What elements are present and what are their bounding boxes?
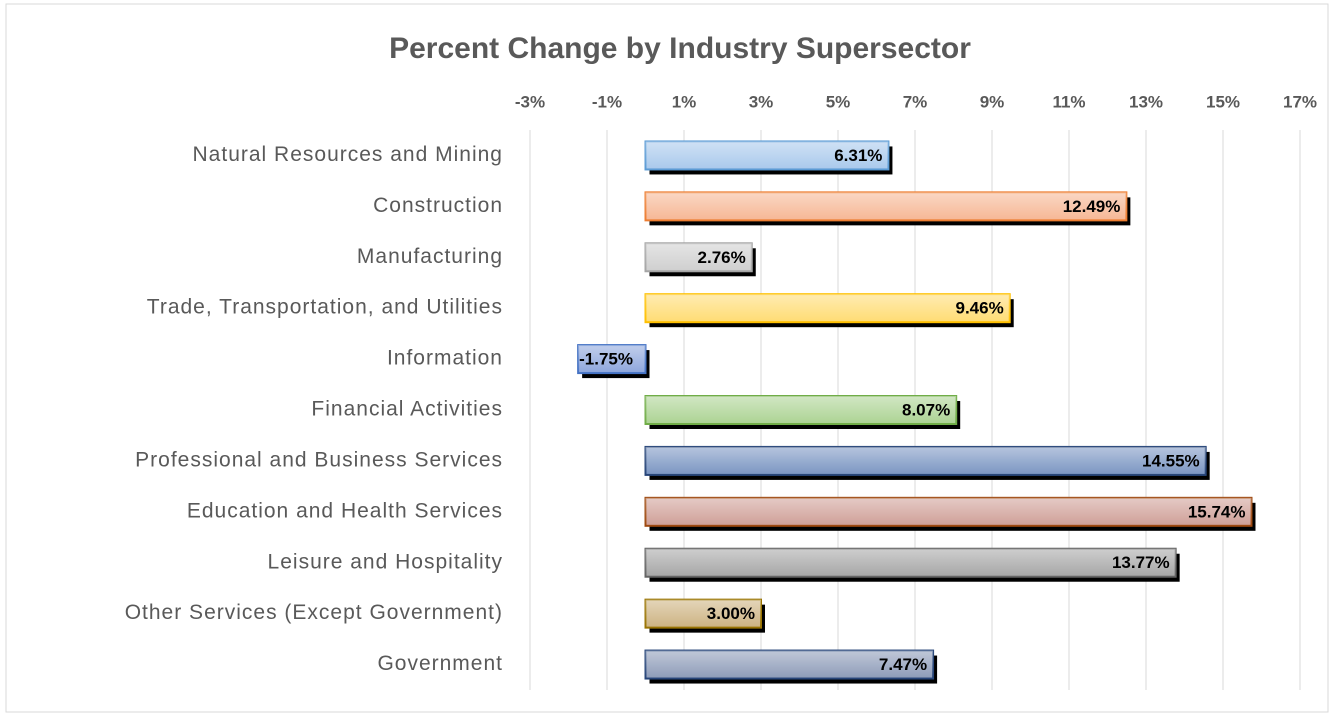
x-tick-label: 9%	[980, 92, 1005, 111]
bar-sheen	[645, 141, 889, 170]
value-label: 7.47%	[879, 655, 927, 674]
value-label: 9.46%	[956, 299, 1004, 318]
category-label: Natural Resources and Mining	[193, 143, 503, 166]
bar-sheen	[645, 497, 1252, 526]
bar-sheen	[578, 345, 646, 374]
value-label: 8.07%	[902, 400, 950, 419]
bar-sheen	[645, 446, 1206, 475]
bar-sheen	[645, 243, 752, 272]
value-label: 15.74%	[1188, 502, 1246, 521]
x-tick-label: 3%	[749, 92, 774, 111]
value-label: 13.77%	[1112, 553, 1170, 572]
chart-title: Percent Change by Industry Supersector	[389, 32, 971, 65]
x-tick-label: 15%	[1206, 92, 1240, 111]
category-label: Manufacturing	[357, 245, 503, 268]
bar-sheen	[645, 650, 934, 679]
value-label: -1.75%	[579, 350, 633, 369]
x-tick-label: 17%	[1283, 92, 1317, 111]
bar-sheen	[645, 192, 1127, 221]
value-label: 2.76%	[698, 248, 746, 267]
x-tick-label: 7%	[903, 92, 928, 111]
bar-sheen	[645, 396, 957, 424]
category-label: Construction	[373, 194, 503, 217]
bar-sheen	[645, 548, 1176, 577]
x-tick-label: 1%	[672, 92, 697, 111]
x-tick-label: 13%	[1129, 92, 1163, 111]
chart-frame	[5, 3, 1329, 713]
value-label: 3.00%	[707, 604, 755, 623]
value-label: 14.55%	[1142, 451, 1200, 470]
category-label: Information	[387, 347, 503, 370]
value-label: 6.31%	[834, 146, 882, 165]
category-label: Government	[377, 652, 503, 675]
value-label: 12.49%	[1063, 197, 1121, 216]
x-tick-label: -1%	[592, 92, 622, 111]
category-label: Other Services (Except Government)	[125, 601, 503, 624]
category-label: Trade, Transportation, and Utilities	[147, 296, 503, 319]
category-label: Professional and Business Services	[135, 448, 503, 471]
x-tick-label: 5%	[826, 92, 851, 111]
bar-sheen	[645, 599, 761, 628]
bar-sheen	[645, 294, 1010, 323]
x-tick-label: 11%	[1052, 92, 1085, 111]
category-label: Education and Health Services	[187, 499, 503, 522]
x-tick-label: -3%	[515, 92, 545, 111]
category-label: Leisure and Hospitality	[268, 550, 503, 573]
category-label: Financial Activities	[311, 398, 503, 421]
